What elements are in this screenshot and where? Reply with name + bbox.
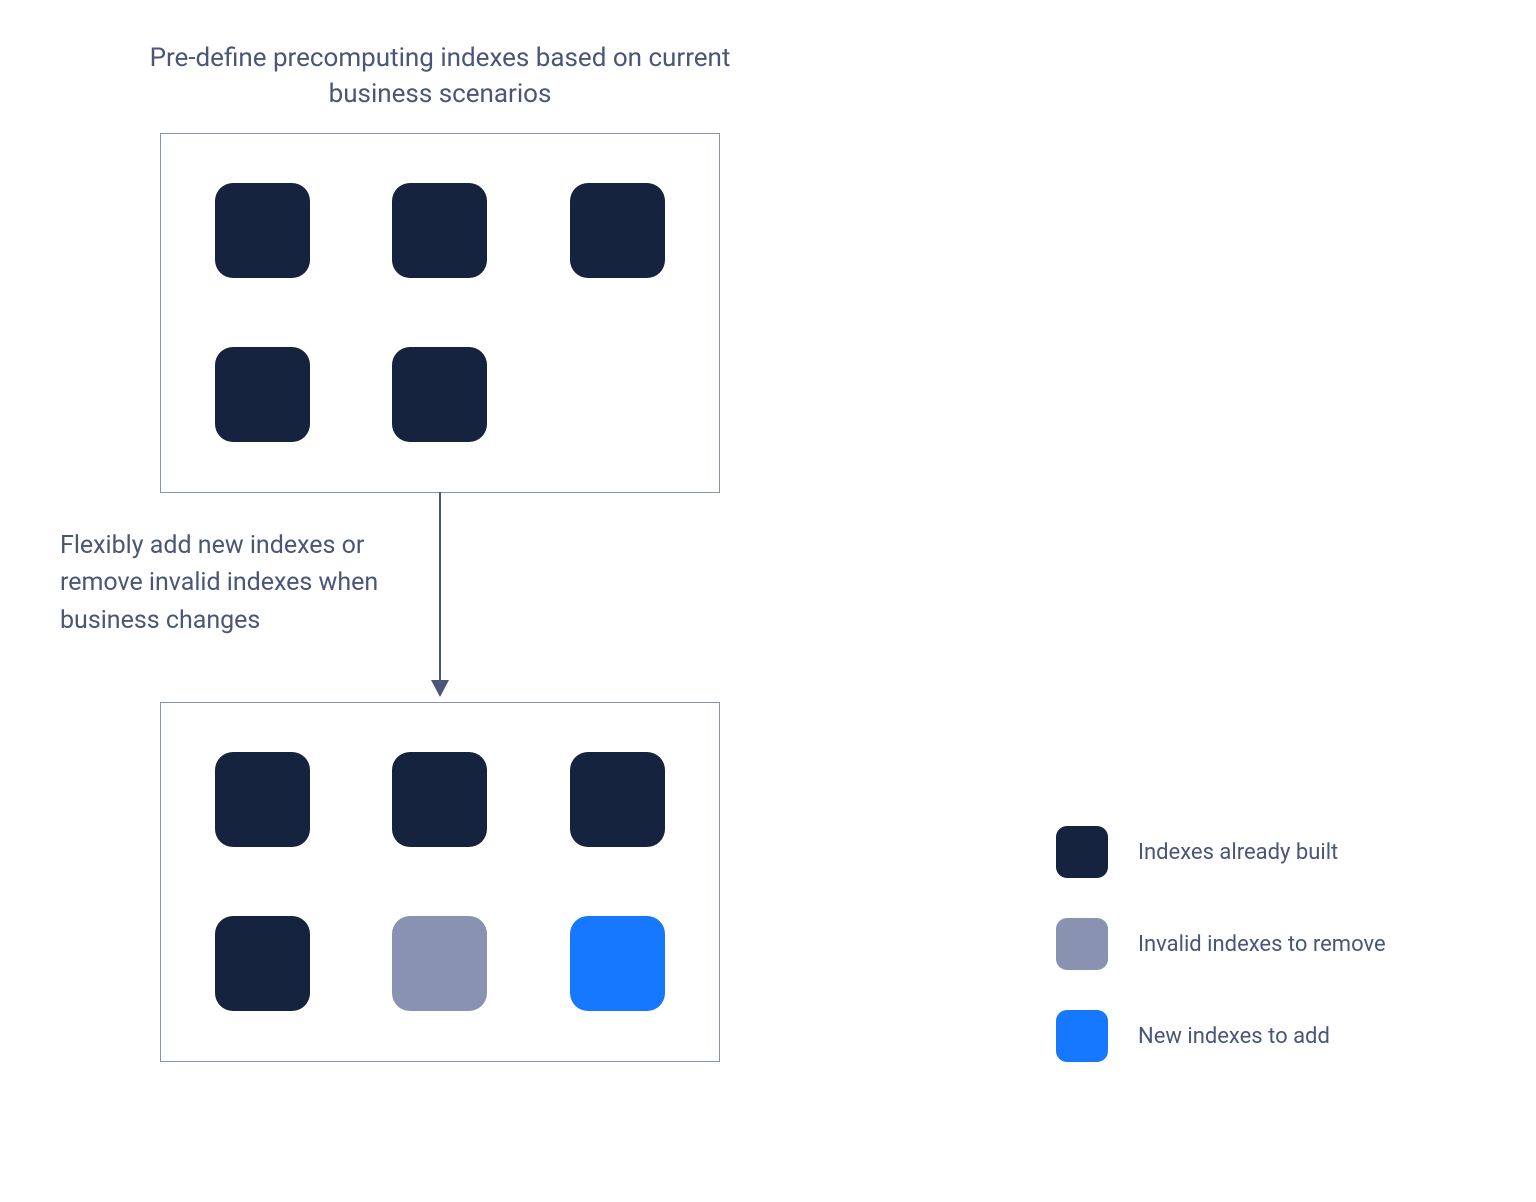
legend-swatch xyxy=(1056,1010,1108,1062)
legend-item: Indexes already built xyxy=(1056,826,1456,878)
legend-label: Invalid indexes to remove xyxy=(1138,932,1386,957)
diagram-container: Pre-define precomputing indexes based on… xyxy=(100,40,780,1062)
index-cell xyxy=(392,183,487,278)
legend: Indexes already built Invalid indexes to … xyxy=(1056,826,1456,1102)
index-cell xyxy=(215,347,310,442)
legend-label: Indexes already built xyxy=(1138,840,1338,865)
index-cell xyxy=(215,916,310,1011)
legend-item: Invalid indexes to remove xyxy=(1056,918,1456,970)
title-top: Pre-define precomputing indexes based on… xyxy=(100,40,780,113)
legend-item: New indexes to add xyxy=(1056,1010,1456,1062)
arrow-down-icon xyxy=(425,492,455,702)
box-bottom xyxy=(160,702,720,1062)
index-cell xyxy=(570,183,665,278)
arrow-section: Flexibly add new indexes or remove inval… xyxy=(100,492,780,702)
index-cell xyxy=(392,752,487,847)
index-cell xyxy=(570,752,665,847)
index-cell xyxy=(215,752,310,847)
box-top xyxy=(160,133,720,493)
middle-text: Flexibly add new indexes or remove inval… xyxy=(60,527,410,640)
index-cell xyxy=(570,916,665,1011)
legend-label: New indexes to add xyxy=(1138,1024,1330,1049)
index-cell xyxy=(215,183,310,278)
legend-swatch xyxy=(1056,918,1108,970)
index-cell xyxy=(392,916,487,1011)
index-cell xyxy=(392,347,487,442)
legend-swatch xyxy=(1056,826,1108,878)
